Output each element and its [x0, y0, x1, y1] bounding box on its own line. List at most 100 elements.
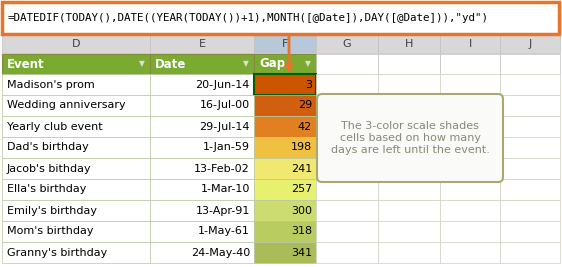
Bar — [378, 74, 440, 95]
Bar — [378, 137, 440, 158]
Text: ▼: ▼ — [243, 60, 249, 69]
Text: 1-May-61: 1-May-61 — [198, 226, 250, 237]
Bar — [316, 158, 378, 179]
Bar — [150, 221, 254, 242]
Text: 3: 3 — [305, 80, 312, 89]
Text: Jacob's bithday: Jacob's bithday — [7, 163, 92, 174]
Bar — [500, 137, 560, 158]
Text: J: J — [528, 39, 532, 49]
Bar — [2, 54, 150, 74]
Bar — [316, 200, 378, 221]
Bar — [254, 137, 316, 158]
Bar — [2, 158, 150, 179]
Bar — [500, 35, 560, 53]
Bar — [500, 116, 560, 137]
Text: Emily's birthday: Emily's birthday — [7, 206, 97, 215]
Text: 16-Jul-00: 16-Jul-00 — [200, 100, 250, 111]
Bar — [500, 74, 560, 95]
Bar — [500, 54, 560, 74]
Bar — [254, 95, 316, 116]
Text: 29: 29 — [298, 100, 312, 111]
Bar — [316, 35, 378, 53]
Text: Yearly club event: Yearly club event — [7, 121, 103, 132]
Bar — [150, 179, 254, 200]
Bar — [316, 95, 378, 116]
FancyBboxPatch shape — [317, 94, 503, 182]
Bar — [440, 179, 500, 200]
Bar — [316, 179, 378, 200]
Bar — [378, 221, 440, 242]
Text: Madison's prom: Madison's prom — [7, 80, 95, 89]
Bar — [316, 137, 378, 158]
Bar — [440, 158, 500, 179]
Bar — [150, 74, 254, 95]
Bar — [254, 221, 316, 242]
Bar — [254, 74, 316, 95]
Bar — [440, 200, 500, 221]
Bar — [500, 179, 560, 200]
Bar — [2, 116, 150, 137]
Text: 341: 341 — [291, 248, 312, 257]
Bar — [440, 221, 500, 242]
Bar — [378, 158, 440, 179]
Bar — [500, 95, 560, 116]
Bar — [378, 95, 440, 116]
Bar — [440, 137, 500, 158]
Bar — [254, 200, 316, 221]
Text: 198: 198 — [291, 143, 312, 152]
Bar — [500, 200, 560, 221]
Bar — [150, 54, 254, 74]
Text: 13-Feb-02: 13-Feb-02 — [194, 163, 250, 174]
Text: 20-Jun-14: 20-Jun-14 — [196, 80, 250, 89]
Bar — [378, 116, 440, 137]
Bar — [440, 35, 500, 53]
Bar — [2, 179, 150, 200]
Text: ▼: ▼ — [139, 60, 145, 69]
Text: 241: 241 — [291, 163, 312, 174]
Bar — [150, 95, 254, 116]
Text: 13-Apr-91: 13-Apr-91 — [196, 206, 250, 215]
Bar — [440, 74, 500, 95]
Bar — [2, 137, 150, 158]
Text: Gap: Gap — [259, 57, 285, 70]
Bar — [2, 200, 150, 221]
Bar — [150, 158, 254, 179]
Bar — [378, 242, 440, 263]
Bar — [150, 116, 254, 137]
Bar — [2, 74, 150, 95]
Text: Dad's birthday: Dad's birthday — [7, 143, 89, 152]
Bar — [500, 221, 560, 242]
Text: E: E — [198, 39, 206, 49]
FancyBboxPatch shape — [2, 2, 559, 34]
Text: Granny's birthday: Granny's birthday — [7, 248, 107, 257]
Bar — [150, 242, 254, 263]
Text: Event: Event — [7, 57, 44, 70]
Bar — [316, 116, 378, 137]
Text: 1-Jan-59: 1-Jan-59 — [203, 143, 250, 152]
Text: Ella's birthday: Ella's birthday — [7, 184, 87, 194]
Text: The 3-color scale shades
cells based on how many
days are left until the event.: The 3-color scale shades cells based on … — [330, 121, 490, 155]
Text: 257: 257 — [291, 184, 312, 194]
Bar — [254, 35, 316, 53]
Bar — [440, 95, 500, 116]
Bar — [316, 242, 378, 263]
Bar — [440, 116, 500, 137]
Bar — [378, 200, 440, 221]
Text: H: H — [405, 39, 413, 49]
Bar — [254, 54, 316, 74]
Bar — [150, 137, 254, 158]
Bar — [440, 242, 500, 263]
Text: =DATEDIF(TODAY(),DATE((YEAR(TODAY())+1),MONTH([@Date]),DAY([@Date])),"yd"): =DATEDIF(TODAY(),DATE((YEAR(TODAY())+1),… — [8, 13, 489, 23]
Text: F: F — [282, 39, 288, 49]
Text: Mom's birthday: Mom's birthday — [7, 226, 93, 237]
Text: 318: 318 — [291, 226, 312, 237]
Text: Date: Date — [155, 57, 187, 70]
Text: 29-Jul-14: 29-Jul-14 — [200, 121, 250, 132]
Text: D: D — [72, 39, 80, 49]
Text: ▼: ▼ — [305, 60, 311, 69]
Bar — [378, 35, 440, 53]
Bar — [2, 242, 150, 263]
Bar — [254, 179, 316, 200]
Bar — [500, 158, 560, 179]
Text: 42: 42 — [298, 121, 312, 132]
